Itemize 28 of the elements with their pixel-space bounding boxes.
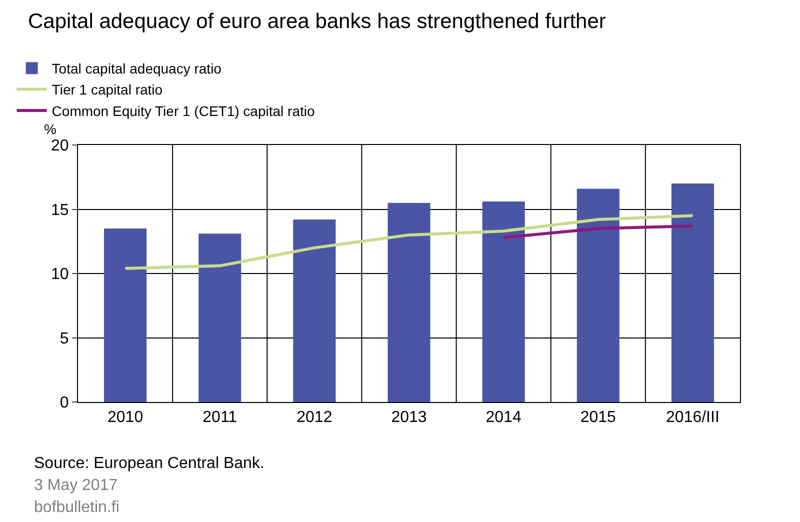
bar [293,220,336,402]
bar [388,202,430,402]
line-series [124,214,694,270]
y-tick-label: 10 [51,266,69,284]
x-tick-label: 2011 [202,409,238,426]
bar [198,234,242,402]
x-tick-label: 2010 [107,409,144,426]
y-tick-label: 15 [51,202,69,219]
y-tick-label: 20 [51,138,69,155]
bar [671,184,714,402]
source-note: Source: European Central Bank. [34,455,264,472]
legend-label: Total capital adequacy ratio [52,60,222,77]
text: 3 May 2017 [34,477,118,494]
x-tick-label: 2016/III [666,409,720,426]
bar [482,202,525,402]
bar [104,228,147,402]
legend-label: Tier 1 capital ratio [52,82,163,98]
chart-title: Capital adequacy of euro area banks has strengthened further [28,10,606,33]
legend-label: Common Equity Tier 1 (CET1) capital ratio [52,102,315,119]
y-tick-label: 5 [60,330,69,348]
bar [576,188,620,402]
x-tick-label: 2013 [391,409,427,426]
x-tick-label: 2014 [486,409,522,426]
x-tick-label: 2015 [580,409,616,426]
y-tick-label: 0 [60,394,69,412]
y-axis-title: % [44,121,56,137]
text: bofbulletin.fi [34,499,120,516]
x-tick-label: 2012 [296,409,332,426]
